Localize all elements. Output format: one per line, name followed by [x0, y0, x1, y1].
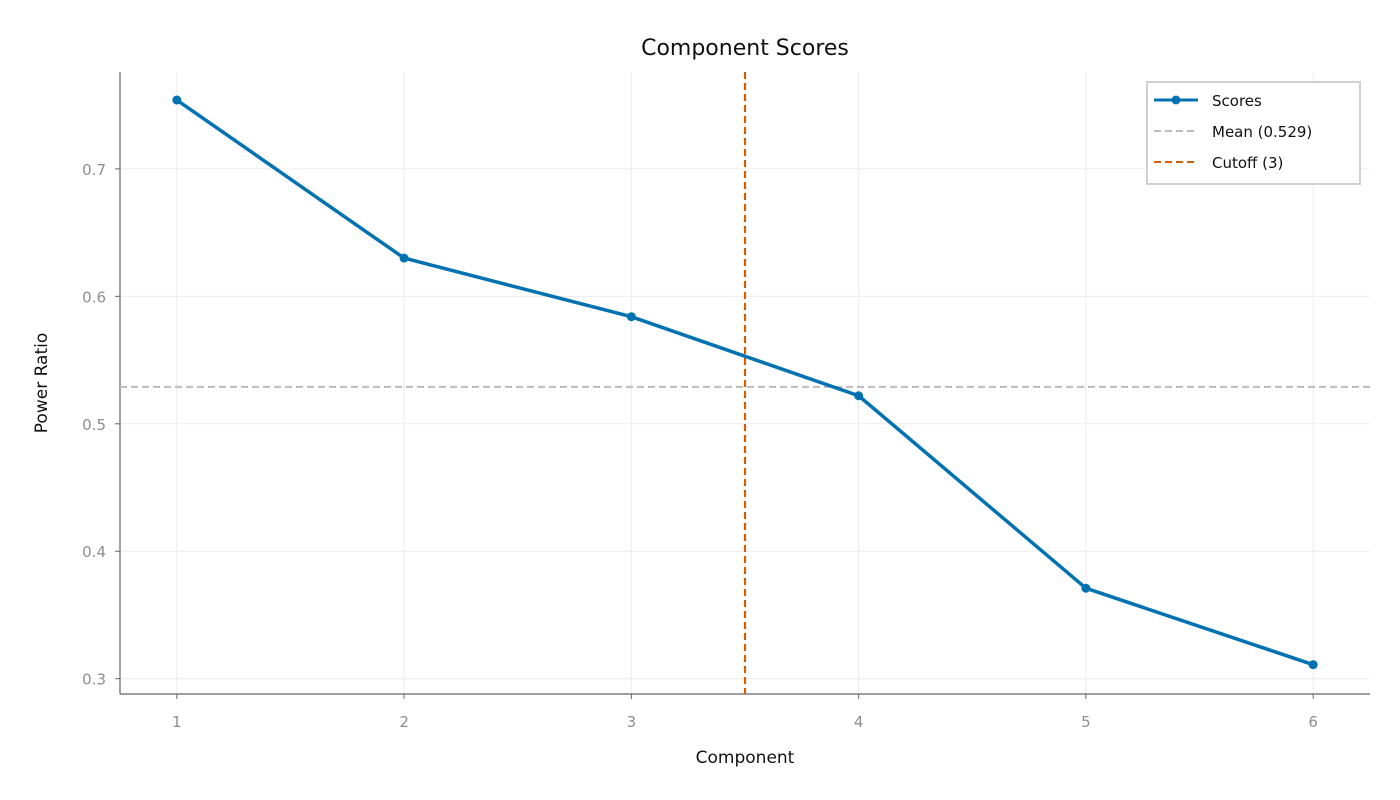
x-tick-label-2: 2 — [399, 713, 409, 731]
data-point-2 — [399, 253, 409, 263]
y-axis-label: Power Ratio — [32, 333, 52, 433]
x-axis-label: Component — [696, 748, 795, 768]
data-point-5 — [1081, 583, 1091, 593]
y-tick-label-4: 0.6 — [82, 288, 106, 306]
legend-marker-scores — [1171, 95, 1181, 105]
legend-label-cutoff: Cutoff (3) — [1212, 154, 1283, 172]
legend-label-mean: Mean (0.529) — [1212, 123, 1312, 141]
y-tick-label-3: 0.5 — [82, 416, 106, 434]
legend: Scores Mean (0.529) Cutoff (3) — [1146, 81, 1361, 185]
x-tick-label-1: 1 — [172, 713, 182, 731]
x-tick-label-6: 6 — [1308, 713, 1318, 731]
x-tick-label-4: 4 — [854, 713, 864, 731]
data-point-3 — [626, 312, 636, 322]
series-line-1 — [175, 98, 1315, 667]
chart-title: Component Scores — [641, 36, 849, 61]
y-tick-label-2: 0.4 — [82, 543, 106, 561]
y-tick-label-1: 0.3 — [82, 671, 106, 689]
y-axis-ticks: 0.3 0.4 0.5 0.6 0.7 — [82, 161, 120, 689]
legend-label-scores: Scores — [1212, 92, 1262, 110]
x-tick-label-3: 3 — [627, 713, 637, 731]
y-tick-label-5: 0.7 — [82, 161, 106, 179]
x-axis-ticks: 1 2 3 4 5 6 — [172, 694, 1318, 731]
data-point-4 — [854, 391, 864, 401]
x-tick-label-5: 5 — [1081, 713, 1091, 731]
data-point-6 — [1308, 660, 1318, 670]
series-layer — [172, 95, 1318, 670]
data-point-1 — [172, 95, 182, 105]
